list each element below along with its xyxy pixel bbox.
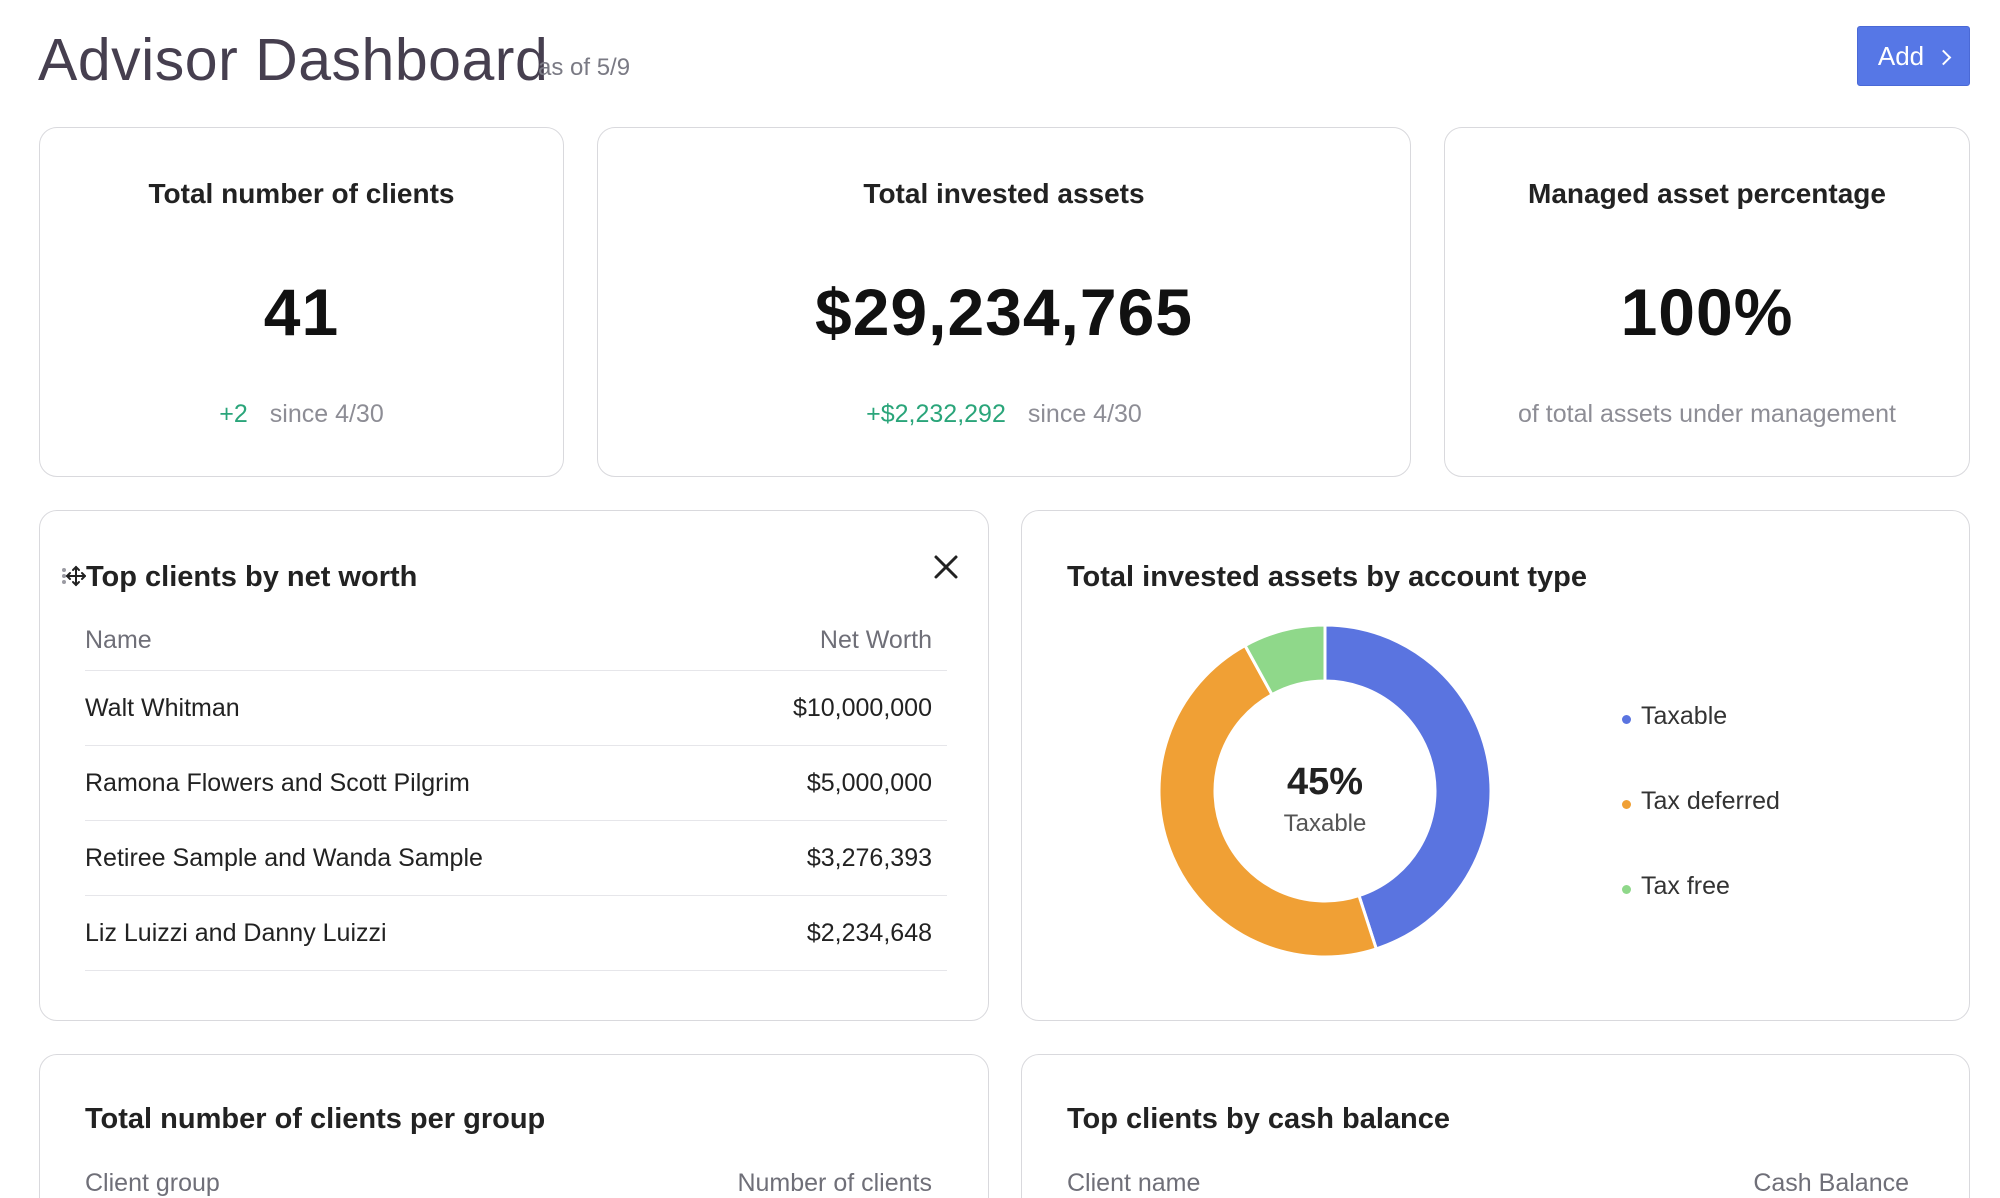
stat-value: $29,234,765 [814, 275, 1194, 349]
client-name: Ramona Flowers and Scott Pilgrim [85, 768, 470, 797]
column-header-name: Name [85, 626, 152, 654]
column-header-cash-balance: Cash Balance [1753, 1168, 1909, 1197]
stat-title: Total number of clients [148, 178, 455, 209]
stat-card-clients: Total number of clients 41 +2 since 4/30 [39, 127, 564, 477]
add-button[interactable]: Add [1857, 26, 1970, 86]
legend-label: Taxable [1641, 702, 1728, 730]
stat-delta: +2 [219, 400, 248, 428]
stat-card-managed-percentage: Managed asset percentage 100% of total a… [1444, 127, 1970, 477]
panel-title: Top clients by cash balance [1067, 1103, 1451, 1135]
client-name: Retiree Sample and Wanda Sample [85, 843, 483, 872]
cash-balance-card: Top clients by cash balance Client name … [1021, 1054, 1970, 1198]
column-header-number-of-clients: Number of clients [737, 1168, 932, 1197]
column-header-client-name: Client name [1067, 1168, 1201, 1197]
stat-title: Managed asset percentage [1528, 178, 1886, 209]
move-icon[interactable] [60, 563, 86, 589]
legend-label: Tax free [1641, 872, 1730, 900]
close-icon[interactable] [930, 551, 962, 583]
panel-title: Total number of clients per group [85, 1103, 546, 1135]
table-header: Client name Cash Balance [1067, 1153, 1924, 1198]
donut-slice-tax-deferred[interactable] [1157, 643, 1379, 959]
donut-chart [1157, 623, 1493, 959]
net-worth-value: $3,276,393 [806, 843, 932, 872]
stat-footer: +$2,232,292 since 4/30 [598, 400, 1410, 429]
account-type-chart-card: Total invested assets by account type 45… [1021, 510, 1970, 1021]
legend-dot [1622, 715, 1631, 724]
add-button-label: Add [1877, 40, 1925, 71]
donut-center: 45% Taxable [1225, 761, 1425, 838]
table-row[interactable]: Retiree Sample and Wanda Sample $3,276,3… [85, 821, 947, 896]
stat-value: 41 [263, 275, 340, 349]
column-header-client-group: Client group [85, 1168, 220, 1197]
table-row[interactable]: Walt Whitman $10,000,000 [85, 671, 947, 746]
as-of-date: as of 5/9 [538, 54, 631, 81]
page-title: Advisor Dashboard [38, 27, 549, 93]
table-row[interactable]: Liz Luizzi and Danny Luizzi $2,234,648 [85, 896, 947, 971]
client-name: Walt Whitman [85, 693, 240, 722]
legend-item-tax-free[interactable]: Tax free [1622, 872, 1730, 901]
legend-item-taxable[interactable]: Taxable [1622, 702, 1727, 731]
stat-footer: +2 since 4/30 [40, 400, 563, 429]
donut-center-label: Taxable [1283, 810, 1367, 837]
legend-label: Tax deferred [1641, 787, 1780, 815]
chevron-right-icon [1935, 49, 1952, 65]
table-header: Client group Number of clients [85, 1153, 947, 1198]
table-row[interactable]: Ramona Flowers and Scott Pilgrim $5,000,… [85, 746, 947, 821]
net-worth-value: $5,000,000 [806, 768, 932, 797]
stat-card-invested-assets: Total invested assets $29,234,765 +$2,23… [597, 127, 1411, 477]
table-header: Name Net Worth [85, 611, 947, 671]
panel-title: Total invested assets by account type [1067, 561, 1588, 593]
legend-dot [1622, 885, 1631, 894]
stat-value: 100% [1620, 275, 1794, 349]
legend-dot [1622, 800, 1631, 809]
top-clients-net-worth-card: Top clients by net worth Name Net Worth … [39, 510, 989, 1021]
client-name: Liz Luizzi and Danny Luizzi [85, 918, 387, 947]
legend-item-tax-deferred[interactable]: Tax deferred [1622, 787, 1780, 816]
net-worth-value: $10,000,000 [792, 693, 932, 722]
column-header-net-worth: Net Worth [819, 626, 932, 654]
donut-slice-taxable[interactable] [1323, 623, 1493, 951]
stat-since: since 4/30 [269, 400, 384, 428]
net-worth-value: $2,234,648 [806, 918, 932, 947]
donut-slice-tax-free[interactable] [1242, 623, 1327, 697]
page-header: Advisor Dashboard as of 5/9 Add [38, 18, 1970, 98]
panel-title: Top clients by net worth [86, 561, 418, 593]
stat-since: since 4/30 [1027, 400, 1142, 428]
clients-per-group-card: Total number of clients per group Client… [39, 1054, 989, 1198]
stat-title: Total invested assets [863, 178, 1145, 209]
stat-note: of total assets under management [1517, 400, 1896, 428]
donut-center-percent: 45% [1286, 761, 1364, 803]
stat-delta: +$2,232,292 [866, 400, 1006, 428]
